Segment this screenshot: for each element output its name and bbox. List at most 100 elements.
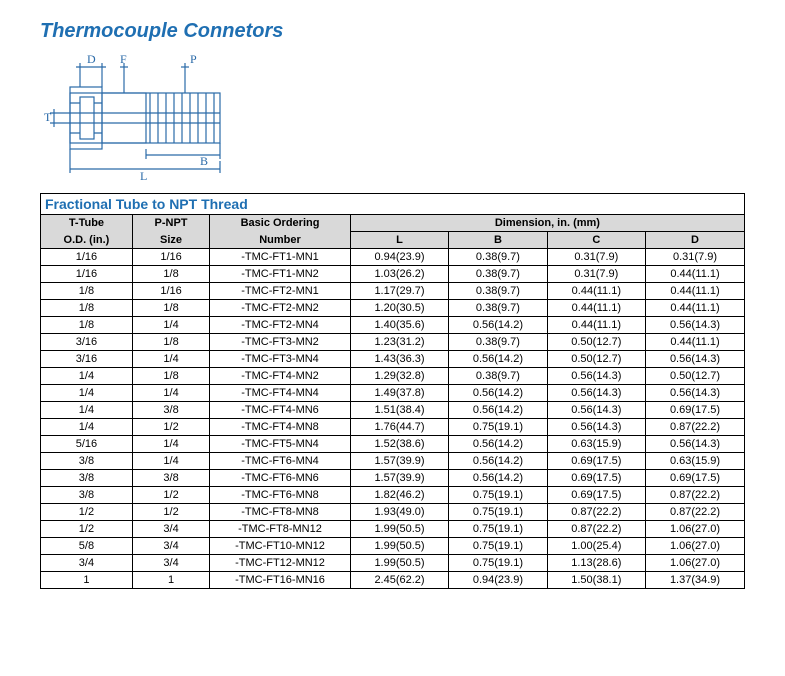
cell-D: 0.87(22.2): [646, 504, 744, 521]
cell-num: -TMC-FT16-MN16: [210, 572, 351, 589]
cell-D: 0.44(11.1): [646, 300, 744, 317]
table-row: 1/41/2-TMC-FT4-MN81.76(44.7)0.75(19.1)0.…: [41, 419, 744, 436]
hdr-c: C: [547, 232, 645, 249]
cell-tt: 5/8: [41, 538, 132, 555]
cell-L: 0.94(23.9): [350, 249, 448, 266]
table-row: 1/41/4-TMC-FT4-MN41.49(37.8)0.56(14.2)0.…: [41, 385, 744, 402]
table-row: 1/41/8-TMC-FT4-MN21.29(32.8)0.38(9.7)0.5…: [41, 368, 744, 385]
cell-num: -TMC-FT1-MN1: [210, 249, 351, 266]
cell-B: 0.75(19.1): [449, 521, 547, 538]
table-row: 3/43/4-TMC-FT12-MN121.99(50.5)0.75(19.1)…: [41, 555, 744, 572]
cell-tt: 3/8: [41, 453, 132, 470]
cell-pn: 1/8: [132, 266, 209, 283]
cell-num: -TMC-FT4-MN6: [210, 402, 351, 419]
table-row: 1/81/4-TMC-FT2-MN41.40(35.6)0.56(14.2)0.…: [41, 317, 744, 334]
cell-tt: 1/8: [41, 283, 132, 300]
cell-L: 1.76(44.7): [350, 419, 448, 436]
cell-B: 0.75(19.1): [449, 555, 547, 572]
cell-pn: 1/2: [132, 504, 209, 521]
table-row: 3/161/4-TMC-FT3-MN41.43(36.3)0.56(14.2)0…: [41, 351, 744, 368]
cell-L: 1.43(36.3): [350, 351, 448, 368]
cell-pn: 1/2: [132, 487, 209, 504]
cell-tt: 3/16: [41, 334, 132, 351]
cell-D: 1.37(34.9): [646, 572, 744, 589]
cell-C: 0.63(15.9): [547, 436, 645, 453]
table-row: 1/23/4-TMC-FT8-MN121.99(50.5)0.75(19.1)0…: [41, 521, 744, 538]
cell-C: 0.69(17.5): [547, 453, 645, 470]
cell-B: 0.38(9.7): [449, 266, 547, 283]
cell-D: 0.44(11.1): [646, 283, 744, 300]
cell-num: -TMC-FT3-MN4: [210, 351, 351, 368]
connector-diagram: D F P T B L: [40, 53, 745, 183]
cell-num: -TMC-FT3-MN2: [210, 334, 351, 351]
cell-num: -TMC-FT6-MN6: [210, 470, 351, 487]
spec-table-wrap: Fractional Tube to NPT Thread T-Tube P-N…: [40, 193, 745, 589]
cell-pn: 1/4: [132, 351, 209, 368]
cell-C: 0.44(11.1): [547, 283, 645, 300]
cell-tt: 3/8: [41, 487, 132, 504]
cell-L: 1.99(50.5): [350, 555, 448, 572]
cell-L: 1.29(32.8): [350, 368, 448, 385]
cell-B: 0.38(9.7): [449, 368, 547, 385]
hdr-d: D: [646, 232, 744, 249]
cell-pn: 1/4: [132, 436, 209, 453]
cell-pn: 1/4: [132, 317, 209, 334]
table-row: 1/21/2-TMC-FT8-MN81.93(49.0)0.75(19.1)0.…: [41, 504, 744, 521]
cell-B: 0.38(9.7): [449, 300, 547, 317]
cell-pn: 1/8: [132, 300, 209, 317]
cell-pn: 1/2: [132, 419, 209, 436]
cell-B: 0.56(14.2): [449, 317, 547, 334]
cell-tt: 1/8: [41, 317, 132, 334]
table-row: 1/161/16-TMC-FT1-MN10.94(23.9)0.38(9.7)0…: [41, 249, 744, 266]
diagram-label-b: B: [200, 154, 208, 168]
cell-C: 0.69(17.5): [547, 487, 645, 504]
table-row: 3/81/2-TMC-FT6-MN81.82(46.2)0.75(19.1)0.…: [41, 487, 744, 504]
cell-D: 0.44(11.1): [646, 266, 744, 283]
cell-D: 0.87(22.2): [646, 487, 744, 504]
table-row: 1/81/16-TMC-FT2-MN11.17(29.7)0.38(9.7)0.…: [41, 283, 744, 300]
cell-C: 0.56(14.3): [547, 402, 645, 419]
cell-pn: 3/8: [132, 470, 209, 487]
hdr-dim-group: Dimension, in. (mm): [350, 215, 744, 232]
cell-L: 1.23(31.2): [350, 334, 448, 351]
cell-L: 1.99(50.5): [350, 521, 448, 538]
cell-pn: 1/8: [132, 368, 209, 385]
hdr-b: B: [449, 232, 547, 249]
table-subtitle: Fractional Tube to NPT Thread: [41, 194, 744, 215]
table-row: 11-TMC-FT16-MN162.45(62.2)0.94(23.9)1.50…: [41, 572, 744, 589]
cell-pn: 3/4: [132, 538, 209, 555]
cell-L: 1.03(26.2): [350, 266, 448, 283]
cell-pn: 3/4: [132, 521, 209, 538]
cell-num: -TMC-FT12-MN12: [210, 555, 351, 572]
cell-L: 1.57(39.9): [350, 453, 448, 470]
cell-L: 1.17(29.7): [350, 283, 448, 300]
cell-num: -TMC-FT10-MN12: [210, 538, 351, 555]
cell-B: 0.75(19.1): [449, 419, 547, 436]
cell-L: 1.82(46.2): [350, 487, 448, 504]
cell-C: 0.50(12.7): [547, 334, 645, 351]
cell-B: 0.38(9.7): [449, 283, 547, 300]
cell-C: 0.31(7.9): [547, 249, 645, 266]
cell-L: 1.52(38.6): [350, 436, 448, 453]
hdr-basic-1: Basic Ordering: [210, 215, 351, 232]
diagram-label-l: L: [140, 169, 147, 183]
cell-D: 0.69(17.5): [646, 402, 744, 419]
table-row: 3/161/8-TMC-FT3-MN21.23(31.2)0.38(9.7)0.…: [41, 334, 744, 351]
diagram-label-d: D: [87, 53, 96, 66]
cell-B: 0.56(14.2): [449, 351, 547, 368]
cell-B: 0.94(23.9): [449, 572, 547, 589]
hdr-basic-2: Number: [210, 232, 351, 249]
cell-tt: 3/4: [41, 555, 132, 572]
table-row: 3/81/4-TMC-FT6-MN41.57(39.9)0.56(14.2)0.…: [41, 453, 744, 470]
cell-C: 0.87(22.2): [547, 521, 645, 538]
cell-B: 0.56(14.2): [449, 436, 547, 453]
cell-D: 0.44(11.1): [646, 334, 744, 351]
cell-D: 0.69(17.5): [646, 470, 744, 487]
cell-D: 1.06(27.0): [646, 521, 744, 538]
hdr-pnpt-2: Size: [132, 232, 209, 249]
page-title: Thermocouple Connetors: [40, 20, 745, 43]
cell-L: 1.49(37.8): [350, 385, 448, 402]
cell-num: -TMC-FT4-MN8: [210, 419, 351, 436]
cell-L: 1.57(39.9): [350, 470, 448, 487]
cell-B: 0.38(9.7): [449, 334, 547, 351]
